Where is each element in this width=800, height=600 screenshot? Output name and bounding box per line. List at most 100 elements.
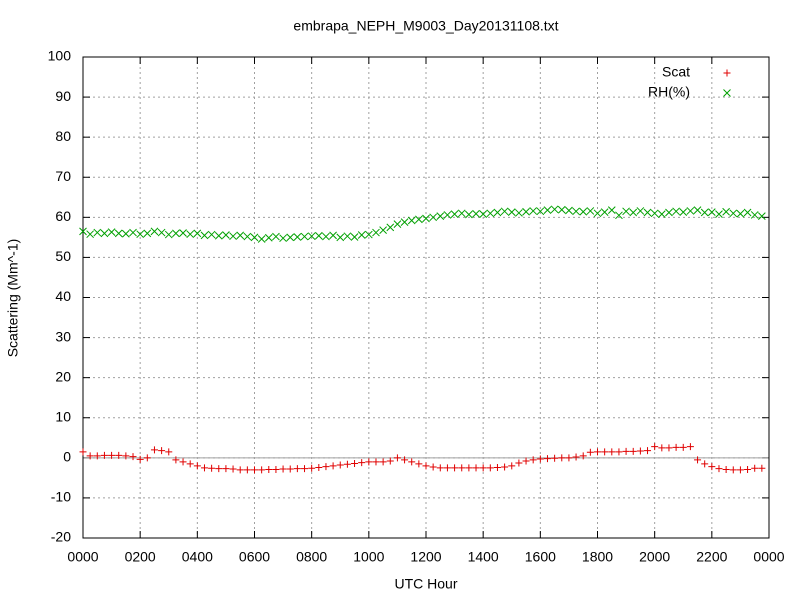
x-tick-label: 1000 bbox=[353, 549, 384, 565]
data-point bbox=[586, 448, 594, 456]
data-point bbox=[172, 456, 180, 464]
data-point bbox=[193, 229, 202, 238]
data-point bbox=[479, 464, 487, 472]
data-point bbox=[236, 466, 244, 474]
data-point bbox=[451, 464, 459, 472]
data-point bbox=[336, 233, 345, 242]
data-point bbox=[286, 465, 294, 473]
data-point bbox=[208, 464, 216, 472]
data-point bbox=[415, 460, 423, 468]
data-point bbox=[736, 466, 744, 474]
data-point bbox=[108, 451, 116, 459]
data-point bbox=[122, 452, 130, 460]
data-point bbox=[558, 454, 566, 462]
data-point bbox=[472, 209, 480, 218]
data-point bbox=[272, 232, 280, 241]
x-tick-label: 1400 bbox=[468, 549, 499, 565]
data-point bbox=[229, 232, 237, 241]
data-point bbox=[551, 454, 559, 462]
y-tick-label: -20 bbox=[51, 529, 71, 545]
data-point bbox=[629, 208, 638, 217]
data-point bbox=[408, 458, 416, 466]
data-point bbox=[665, 208, 673, 217]
data-point bbox=[665, 444, 673, 452]
data-point bbox=[343, 232, 352, 241]
data-point bbox=[264, 233, 273, 242]
data-point bbox=[279, 465, 287, 473]
y-tick-label: 30 bbox=[55, 328, 71, 344]
data-point bbox=[615, 211, 623, 220]
data-point bbox=[594, 448, 601, 456]
y-tick-label: 10 bbox=[55, 408, 71, 424]
x-tick-label: 1200 bbox=[410, 549, 441, 565]
data-point bbox=[236, 231, 245, 240]
data-point bbox=[436, 464, 444, 472]
data-point bbox=[465, 464, 473, 472]
data-point bbox=[493, 208, 502, 217]
data-point bbox=[657, 210, 666, 218]
data-point bbox=[615, 448, 623, 456]
data-point bbox=[200, 464, 208, 472]
data-point bbox=[364, 230, 373, 239]
data-point bbox=[222, 231, 230, 239]
x-tick-label: 0200 bbox=[125, 549, 156, 565]
y-tick-label: 80 bbox=[55, 128, 71, 144]
data-point bbox=[486, 209, 495, 218]
data-point bbox=[607, 206, 616, 214]
data-point bbox=[715, 465, 723, 473]
data-point bbox=[258, 466, 266, 474]
data-point bbox=[136, 230, 145, 239]
data-point bbox=[136, 455, 144, 463]
data-point bbox=[586, 207, 595, 215]
data-point bbox=[107, 228, 116, 237]
data-point bbox=[114, 229, 123, 238]
y-tick-label: 0 bbox=[63, 449, 71, 465]
data-point bbox=[365, 458, 373, 466]
data-point bbox=[272, 465, 280, 473]
data-point bbox=[636, 207, 645, 215]
data-point bbox=[429, 463, 437, 471]
data-point bbox=[179, 229, 187, 237]
data-point bbox=[729, 209, 738, 218]
data-point bbox=[443, 211, 452, 219]
data-point bbox=[493, 463, 501, 471]
data-point bbox=[744, 465, 752, 473]
x-tick-label: 0400 bbox=[182, 549, 213, 565]
data-point bbox=[229, 465, 237, 473]
chart-title: embrapa_NEPH_M9003_Day20131108.txt bbox=[293, 18, 558, 34]
data-point bbox=[308, 464, 316, 472]
data-point bbox=[257, 235, 266, 243]
data-point bbox=[622, 207, 630, 216]
x-tick-label: 0000 bbox=[753, 549, 784, 565]
data-point bbox=[593, 209, 602, 218]
data-point bbox=[700, 208, 709, 217]
data-point bbox=[679, 208, 688, 216]
data-point bbox=[79, 448, 87, 456]
data-point bbox=[429, 213, 437, 222]
x-tick-label: 1600 bbox=[525, 549, 556, 565]
data-point bbox=[715, 210, 723, 218]
data-point bbox=[565, 454, 573, 462]
data-point bbox=[529, 456, 537, 464]
data-point bbox=[543, 455, 551, 463]
data-point bbox=[701, 460, 709, 468]
data-point bbox=[450, 210, 459, 218]
data-point bbox=[557, 205, 566, 214]
data-point bbox=[486, 464, 494, 472]
data-point bbox=[351, 459, 359, 467]
data-point bbox=[286, 233, 295, 242]
y-tick-label: 100 bbox=[48, 48, 72, 64]
data-point bbox=[329, 462, 337, 470]
x-tick-label: 0000 bbox=[67, 549, 98, 565]
data-point bbox=[707, 208, 716, 216]
data-point bbox=[515, 209, 523, 217]
x-tick-label: 1800 bbox=[582, 549, 613, 565]
data-point bbox=[686, 207, 695, 215]
data-point bbox=[693, 206, 702, 214]
y-tick-label: 20 bbox=[55, 368, 71, 384]
data-point bbox=[572, 207, 580, 216]
data-point bbox=[307, 232, 316, 241]
